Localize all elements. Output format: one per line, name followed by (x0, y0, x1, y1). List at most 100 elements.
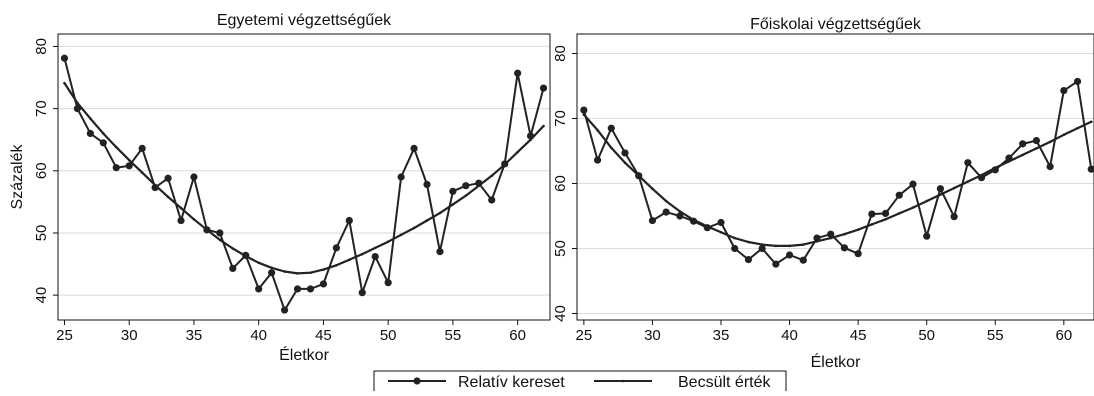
fit-point (373, 246, 377, 250)
x-tick-label: 35 (186, 327, 203, 344)
data-point (306, 285, 315, 293)
fit-point (529, 138, 532, 141)
data-point (923, 232, 931, 240)
fit-point (244, 254, 248, 258)
fit-point (1048, 140, 1052, 144)
x-tick-label: 55 (987, 327, 1004, 344)
fit-point (102, 132, 105, 135)
data-point (371, 252, 379, 261)
data-point (410, 144, 418, 152)
y-tick-label: 40 (33, 287, 50, 304)
fit-point (412, 226, 416, 230)
x-tick-label: 30 (121, 327, 138, 344)
fit-point (1076, 126, 1079, 130)
fit-point (348, 258, 351, 261)
data-point (86, 129, 94, 138)
chart-panel-college: 40 50 60 70 80 25 30 35 40 45 50 55 60 Főiskolai végz… (552, 16, 1094, 371)
fit-point (609, 146, 613, 150)
y-tick-label: 60 (33, 162, 50, 179)
data-point (514, 69, 522, 77)
fit-point (952, 186, 956, 190)
data-point (840, 244, 849, 252)
fit-point (257, 261, 260, 265)
fit-point (897, 212, 901, 215)
data-point (164, 174, 172, 182)
data-point (868, 210, 876, 218)
y-axis-label: Százalék (9, 144, 26, 210)
plot-area (580, 77, 1094, 268)
fit-point (76, 101, 79, 105)
data-point (280, 306, 289, 314)
y-tick-label: 60 (552, 175, 569, 192)
fit-point (490, 174, 494, 178)
fit-point (153, 183, 157, 187)
fit-point (966, 180, 970, 183)
fit-point (719, 230, 723, 234)
y-tick-label: 70 (552, 110, 569, 127)
data-point (229, 264, 237, 272)
x-tick-label: 55 (445, 327, 462, 344)
fit-point (651, 187, 654, 190)
data-point (319, 280, 328, 288)
chart-panel-university: 40 50 60 70 80 25 30 35 40 45 50 55 60 Egyetemi végze… (9, 12, 551, 364)
data-point (593, 156, 602, 164)
fit-point (747, 240, 750, 244)
data-point (1073, 77, 1082, 86)
data-point (216, 229, 224, 237)
x-axis-label: Életkor (279, 345, 329, 364)
data-point (138, 144, 146, 152)
fit-point (993, 166, 997, 170)
fit-point (980, 173, 983, 177)
x-tick-label: 45 (315, 327, 332, 344)
data-point (785, 251, 794, 259)
fit-point (322, 268, 325, 271)
fit-point (503, 163, 506, 166)
fit-point (664, 199, 668, 203)
x-tick-label: 60 (1055, 327, 1072, 344)
fit-point (829, 236, 833, 240)
chart-title: Főiskolai végzettségűek (750, 16, 922, 33)
fit-point (733, 236, 737, 240)
fit-point (218, 238, 222, 242)
fit-point (1089, 120, 1093, 124)
data-point (621, 149, 629, 157)
data-point (881, 209, 890, 217)
x-tick-label: 25 (576, 327, 593, 344)
fit-point (425, 219, 429, 222)
data-point (1019, 140, 1027, 148)
data-point (125, 162, 133, 170)
series-line-fitted-value (63, 82, 545, 275)
fit-point (296, 272, 299, 275)
fit-point (166, 195, 170, 199)
data-point (462, 182, 470, 190)
fit-point (678, 210, 682, 213)
y-tick-label: 80 (33, 38, 50, 55)
data-point (255, 285, 263, 293)
series-line-fitted-value (583, 113, 1092, 247)
data-point (799, 256, 807, 264)
data-point (676, 212, 684, 220)
data-point (936, 185, 945, 193)
data-point (744, 255, 753, 264)
x-tick-label: 40 (250, 327, 267, 344)
fit-point (399, 233, 403, 237)
data-point (854, 250, 862, 258)
fit-point (542, 124, 545, 128)
fit-point (692, 218, 695, 222)
data-point (1060, 86, 1068, 95)
data-point (1046, 163, 1054, 171)
x-tick-label: 50 (380, 327, 397, 344)
fit-point (140, 171, 144, 174)
x-tick-label: 45 (850, 327, 867, 344)
fit-point (623, 161, 627, 164)
fit-point (705, 225, 709, 228)
data-point (423, 180, 431, 189)
data-point (648, 216, 657, 225)
data-point (580, 106, 588, 114)
y-tick-label: 40 (552, 305, 569, 322)
data-point (717, 218, 725, 227)
data-point (607, 124, 615, 132)
chart-legend: Relatív kereset Becsült érték (373, 370, 787, 396)
